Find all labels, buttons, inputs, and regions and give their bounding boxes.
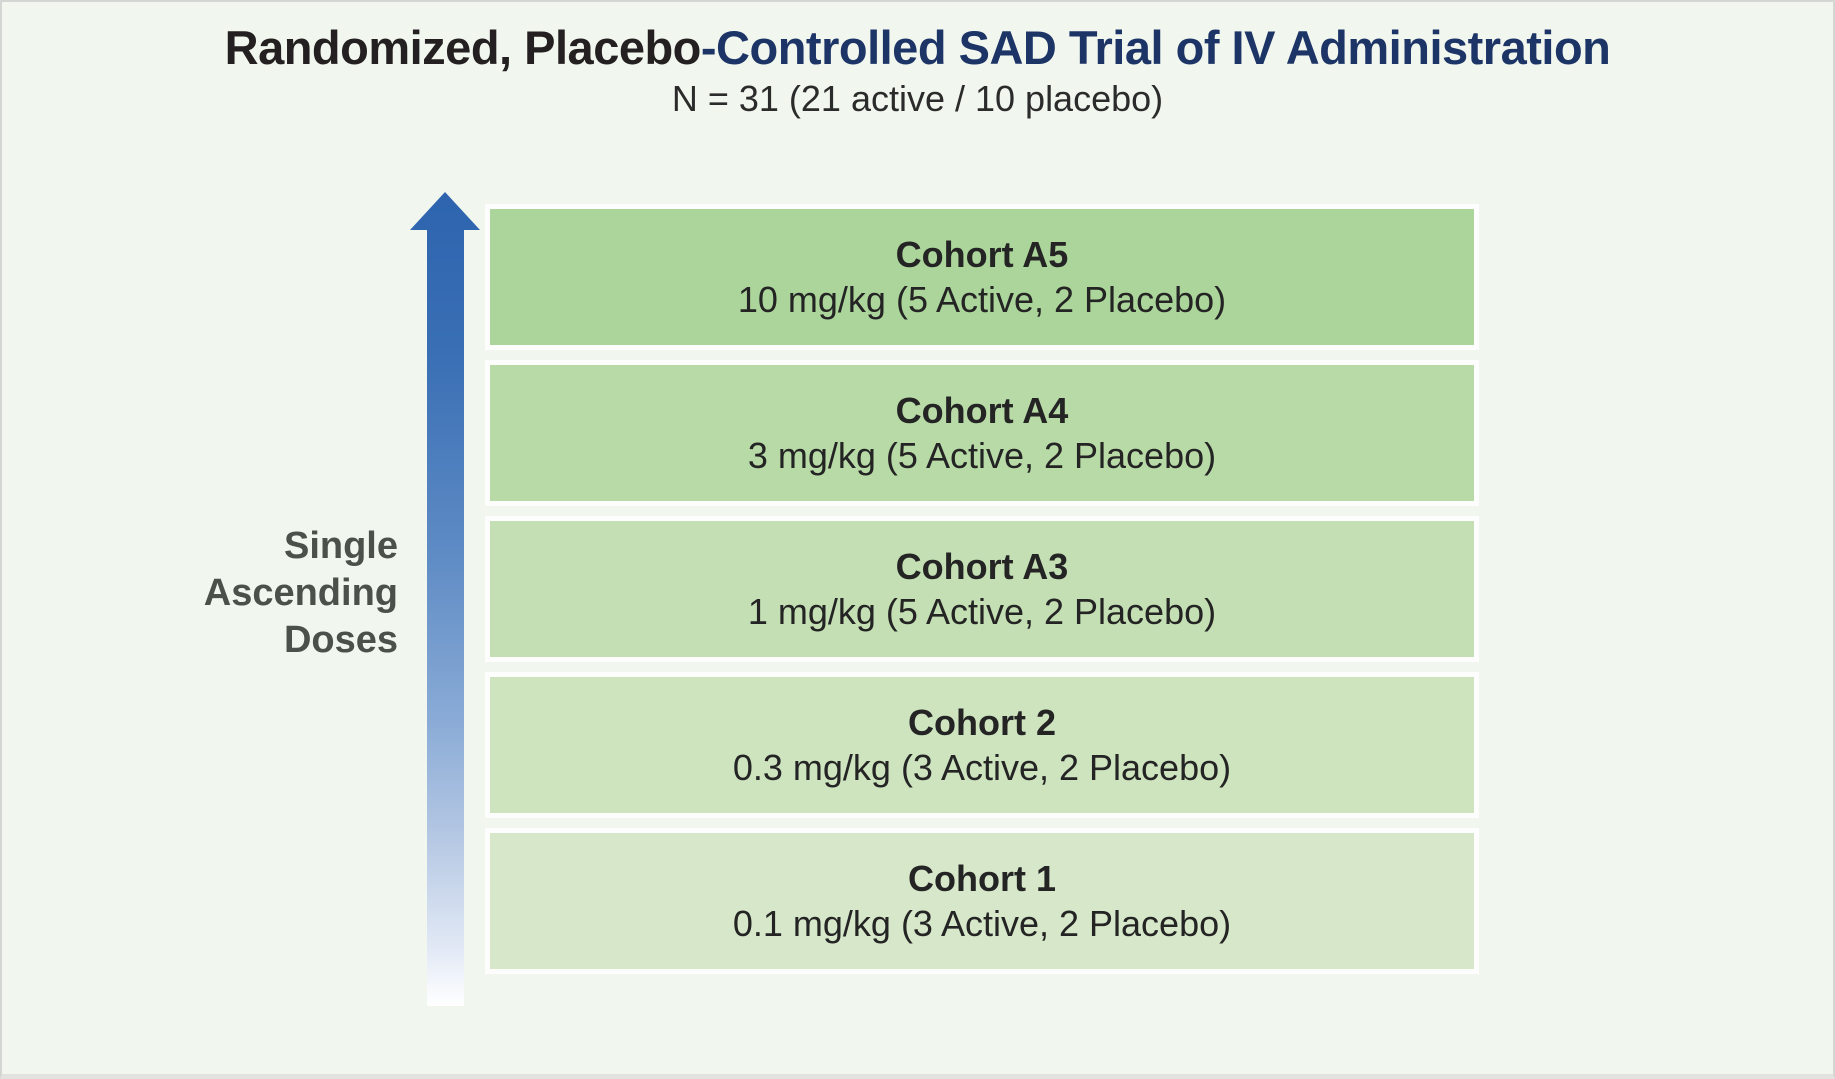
- axis-label-line2: Ascending: [203, 572, 398, 614]
- axis-label-line1: Single: [283, 525, 398, 567]
- cohort-box-fill-0: Cohort A5 10 mg/kg (5 Active, 2 Placebo): [490, 209, 1474, 345]
- cohort-box-fill-4: Cohort 1 0.1 mg/kg (3 Active, 2 Placebo): [490, 833, 1474, 969]
- cohort-dose: 1 mg/kg (5 Active, 2 Placebo): [747, 591, 1217, 632]
- cohort-name: Cohort A4: [895, 390, 1069, 431]
- cohort-box-fill-2: Cohort A3 1 mg/kg (5 Active, 2 Placebo): [490, 521, 1474, 657]
- cohort-dose: 3 mg/kg (5 Active, 2 Placebo): [747, 435, 1217, 476]
- cohort-box-a3: Cohort A3 1 mg/kg (5 Active, 2 Placebo): [485, 516, 1479, 662]
- ascending-arrow-shape: [410, 192, 480, 1006]
- ascending-arrow-icon: [410, 192, 480, 1006]
- cohort-stack: Cohort A5 10 mg/kg (5 Active, 2 Placebo)…: [485, 204, 1479, 974]
- cohort-name: Cohort 1: [908, 858, 1056, 899]
- cohort-name: Cohort 2: [908, 702, 1056, 743]
- cohort-dose: 0.1 mg/kg (3 Active, 2 Placebo): [732, 903, 1232, 944]
- axis-label-line3: Doses: [283, 619, 398, 661]
- page-title-part1: Randomized, Placebo: [224, 21, 702, 74]
- cohort-box-a4: Cohort A4 3 mg/kg (5 Active, 2 Placebo): [485, 360, 1479, 506]
- cohort-name: Cohort A3: [895, 546, 1069, 587]
- page-title: Randomized, Placebo-Controlled SAD Trial…: [2, 20, 1833, 75]
- cohort-name: Cohort A5: [895, 234, 1069, 275]
- cohort-box-fill-1: Cohort A4 3 mg/kg (5 Active, 2 Placebo): [490, 365, 1474, 501]
- single-ascending-doses-label: Single Ascending Doses: [102, 523, 398, 664]
- cohort-box-fill-3: Cohort 2 0.3 mg/kg (3 Active, 2 Placebo): [490, 677, 1474, 813]
- cohort-box-a5: Cohort A5 10 mg/kg (5 Active, 2 Placebo): [485, 204, 1479, 350]
- cohort-dose: 10 mg/kg (5 Active, 2 Placebo): [737, 279, 1227, 320]
- cohort-dose: 0.3 mg/kg (3 Active, 2 Placebo): [732, 747, 1232, 788]
- page-subtitle: N = 31 (21 active / 10 placebo): [671, 78, 1164, 119]
- cohort-box-2: Cohort 2 0.3 mg/kg (3 Active, 2 Placebo): [485, 672, 1479, 818]
- page-title-part2: -Controlled SAD Trial of IV Administrati…: [700, 21, 1611, 74]
- cohort-box-1: Cohort 1 0.1 mg/kg (3 Active, 2 Placebo): [485, 828, 1479, 974]
